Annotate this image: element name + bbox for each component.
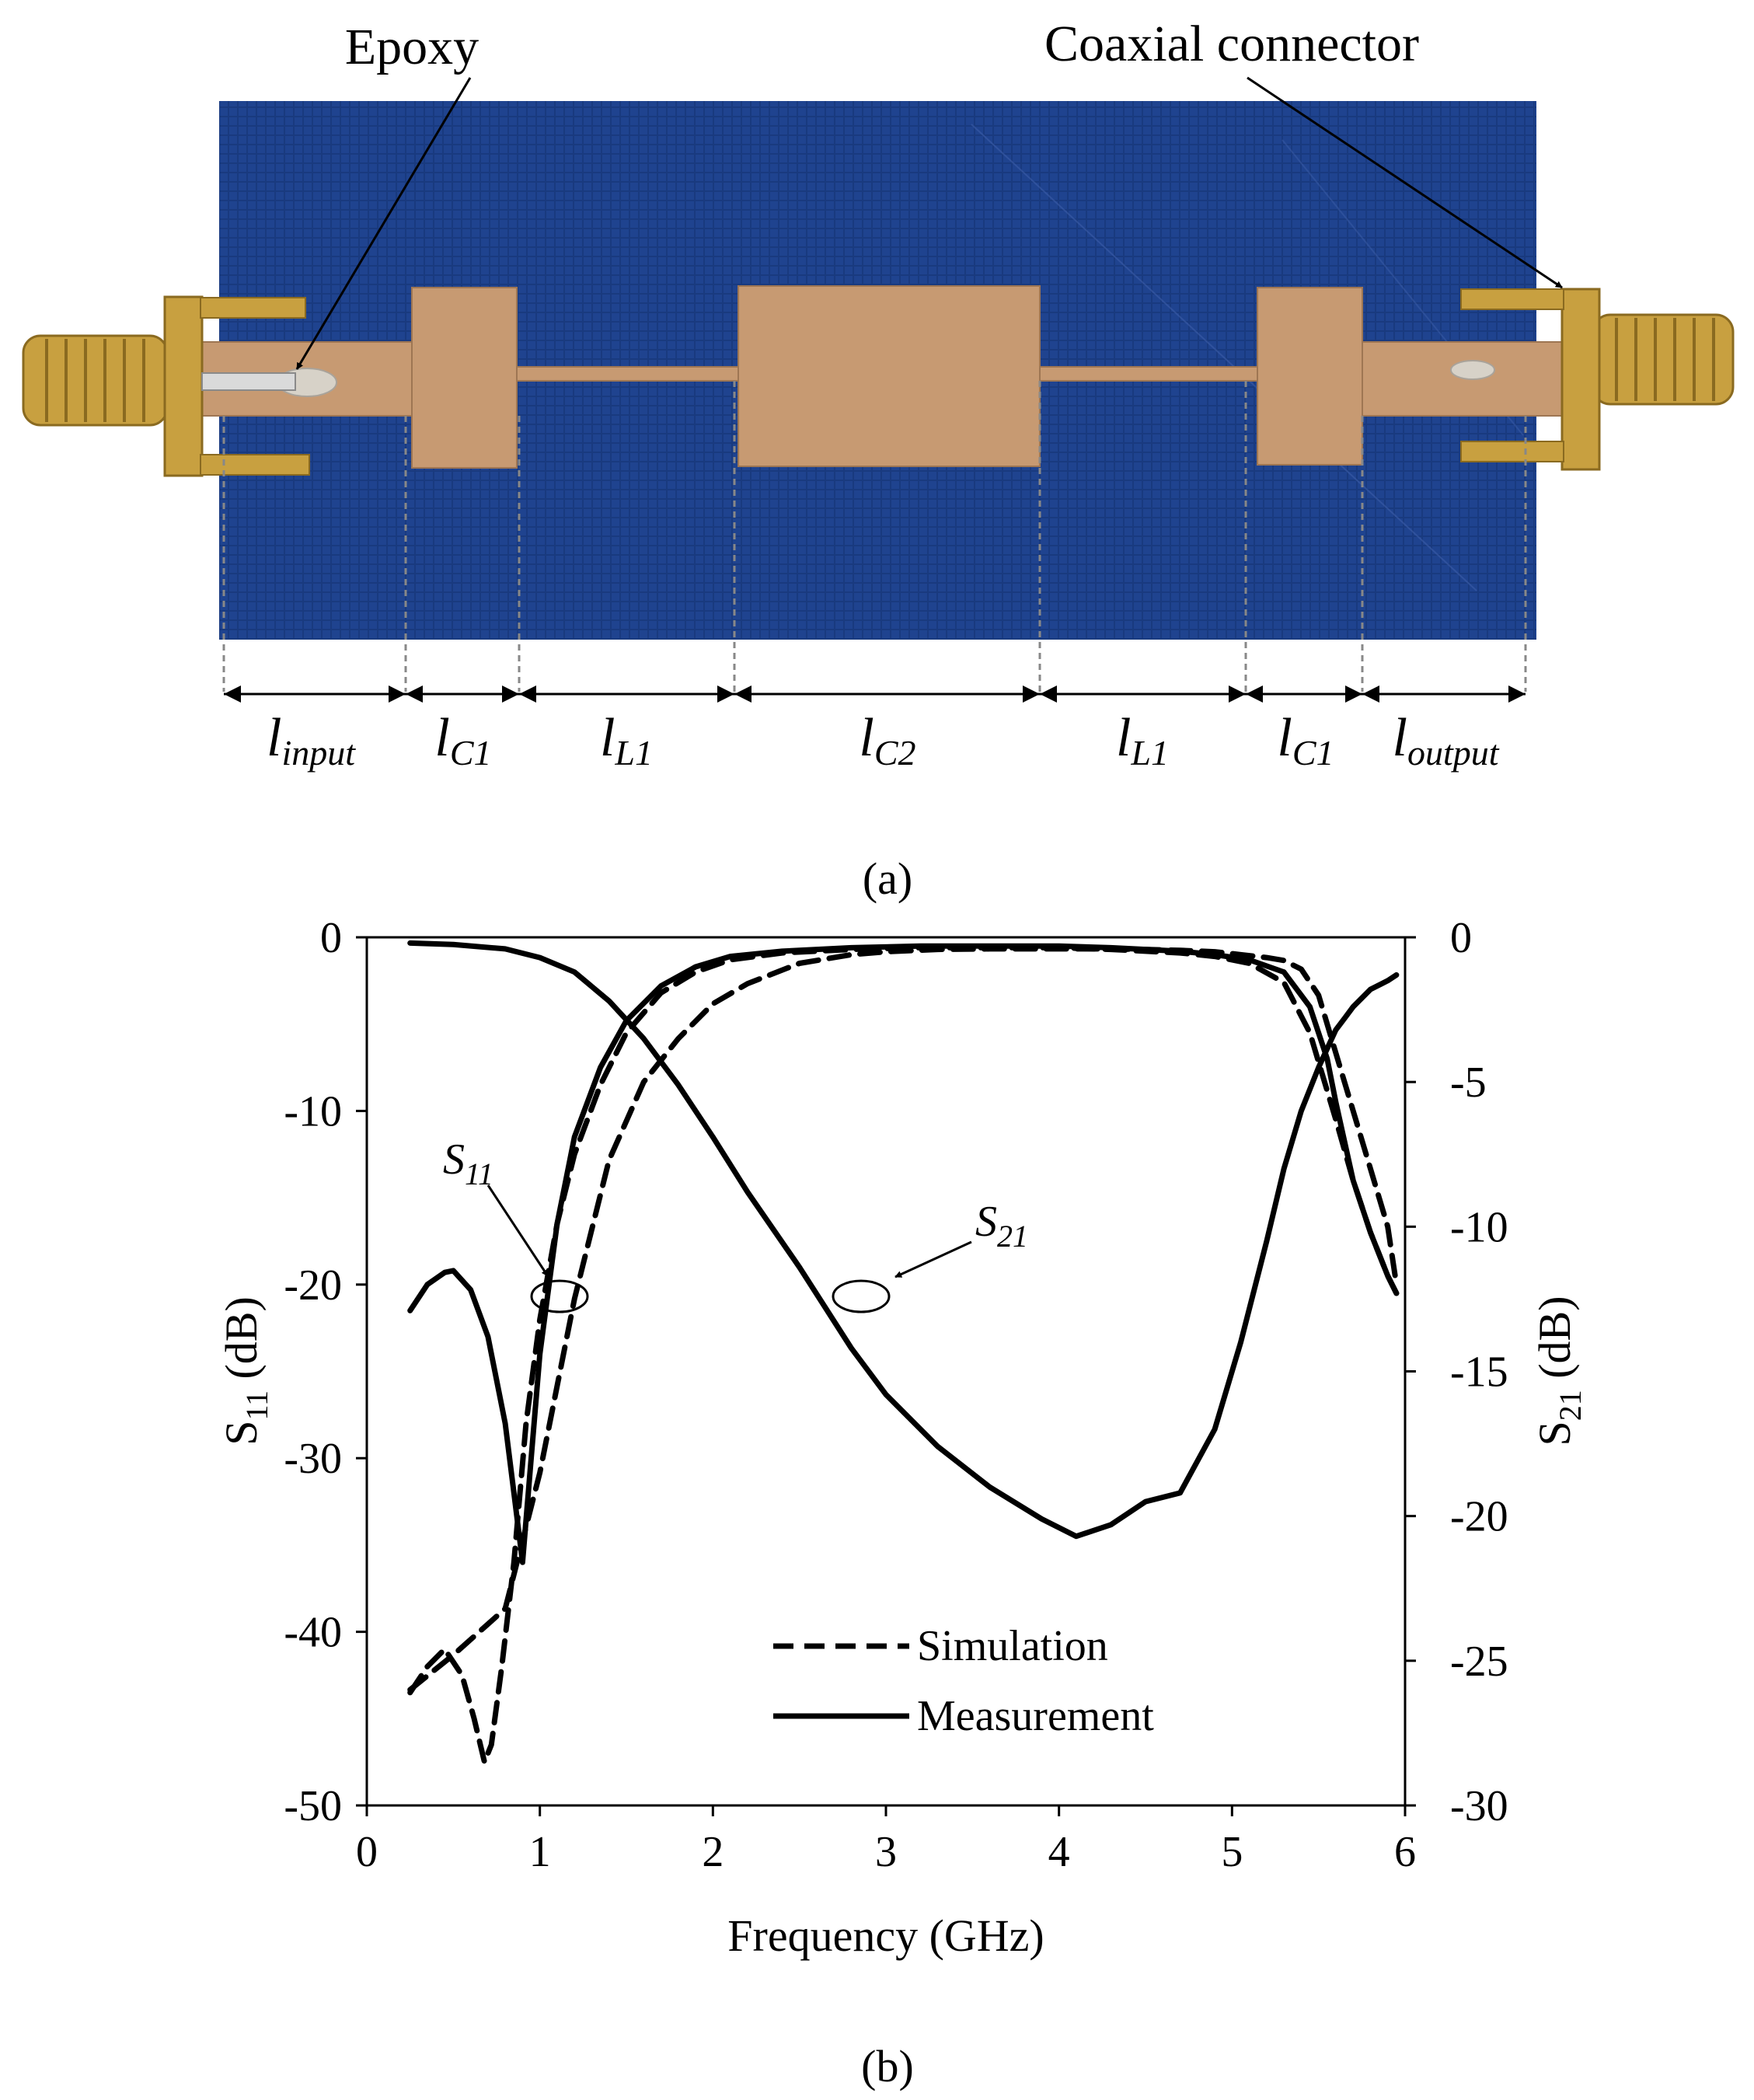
dim-label-l1-right: lL1: [1116, 708, 1169, 773]
legend-label-measurement: Measurement: [917, 1692, 1154, 1740]
series-s11-simulation: [407, 944, 1400, 1765]
x-tick-label: 5: [1221, 1828, 1243, 1876]
dim-label-output: loutput: [1392, 708, 1499, 773]
series: [407, 940, 1400, 1765]
dim-label-c1-left: lC1: [434, 708, 491, 773]
x-tick-label: 0: [356, 1828, 378, 1876]
y-right-tick-label: -25: [1450, 1638, 1508, 1686]
s21-annotation: S21: [832, 1198, 1028, 1313]
svg-text:S21: S21: [975, 1198, 1028, 1254]
svg-text:S11: S11: [443, 1135, 493, 1191]
caption-b: (b): [861, 2041, 914, 2091]
y-right-tick-label: 0: [1450, 914, 1472, 962]
s11-circle: [530, 1279, 589, 1313]
y-left-tick-label: -20: [284, 1261, 342, 1310]
epoxy-arrow: [295, 77, 472, 370]
y-left-tick-label: -30: [284, 1435, 342, 1483]
connector-arrow: [1247, 76, 1563, 289]
axes: 0 1 2 3 4 5 6 0 -10 -20 -30 -40 -50 0 -5 -10 -15 -20 -25 -3…: [284, 914, 1508, 1876]
x-tick-label: 1: [529, 1828, 551, 1876]
y-left-tick-label: -50: [284, 1782, 342, 1830]
y-left-tick-label: -40: [284, 1609, 342, 1657]
y-axis-label-left: S11 (dB): [216, 1296, 274, 1446]
x-tick-label: 3: [875, 1828, 897, 1876]
copper-filter-trace: [197, 285, 1574, 469]
x-tick-label: 6: [1394, 1828, 1416, 1876]
epoxy-blob-right: [1450, 360, 1495, 380]
y-right-tick-label: -30: [1450, 1782, 1508, 1830]
dimension-labels: linput lC1 lL1 lC2 lL1 lC1 loutput: [267, 708, 1500, 773]
y-right-tick-label: -15: [1450, 1348, 1508, 1397]
legend-label-simulation: Simulation: [917, 1622, 1108, 1670]
sma-connector-right: [1460, 288, 1735, 471]
dimension-guides: [222, 381, 1527, 692]
series-s21-measurement: [407, 940, 1400, 1540]
y-right-tick-label: -20: [1450, 1493, 1508, 1541]
y-axis-label-right: S21 (dB): [1529, 1296, 1588, 1446]
caption-a: (a): [863, 853, 912, 904]
y-left-tick-label: -10: [284, 1087, 342, 1135]
x-axis-label: Frequency (GHz): [727, 1910, 1044, 1961]
legend: Simulation Measurement: [773, 1622, 1154, 1740]
chart: 0 1 2 3 4 5 6 0 -10 -20 -30 -40 -50 0 -5 -10 -15 -20 -25 -3…: [216, 914, 1588, 2091]
pcb-photo: Epoxy Coaxial connector linput lC1: [22, 16, 1735, 904]
s21-circle: [832, 1279, 891, 1313]
s11-annotation: S11: [443, 1135, 589, 1313]
sma-connector-left: [22, 295, 310, 477]
y-right-tick-label: -5: [1450, 1059, 1487, 1107]
epoxy-label: Epoxy: [345, 19, 479, 75]
connector-label: Coaxial connector: [1044, 16, 1419, 72]
y-right-tick-label: -10: [1450, 1203, 1508, 1251]
series-s11-measurement: [407, 943, 1400, 1565]
series-s21-simulation: [407, 946, 1400, 1693]
dim-label-input: linput: [267, 708, 356, 773]
y-left-tick-label: 0: [320, 914, 342, 962]
x-tick-label: 2: [702, 1828, 724, 1876]
dim-label-l1-left: lL1: [600, 708, 653, 773]
dim-label-c1-right: lC1: [1277, 708, 1334, 773]
x-tick-label: 4: [1048, 1828, 1070, 1876]
plot-frame: [365, 936, 1407, 1807]
dim-label-c2: lC2: [859, 708, 915, 773]
